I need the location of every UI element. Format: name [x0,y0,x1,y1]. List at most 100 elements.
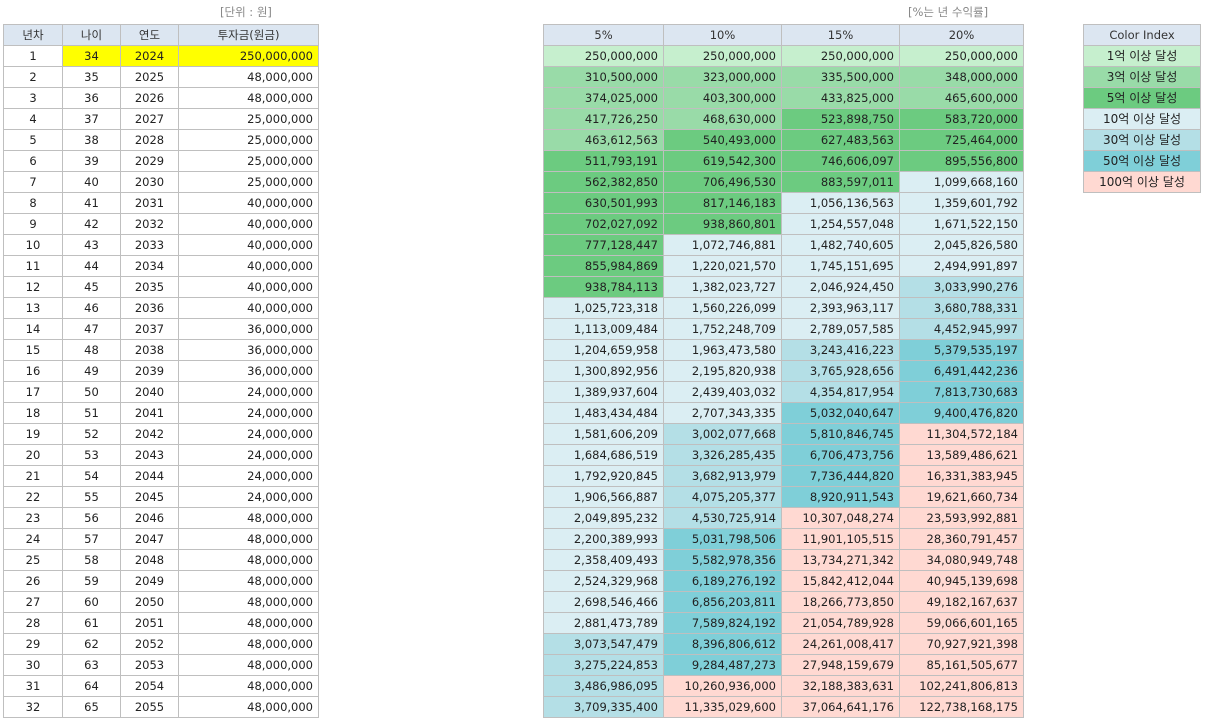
year-index-cell[interactable]: 32 [3,696,63,718]
principal-cell[interactable]: 48,000,000 [178,528,319,550]
year-cell[interactable]: 2033 [120,234,179,256]
principal-cell[interactable]: 48,000,000 [178,654,319,676]
value-5pct-cell[interactable]: 1,113,009,484 [543,318,664,340]
principal-cell[interactable]: 24,000,000 [178,423,319,445]
value-15pct-cell[interactable]: 1,482,740,605 [781,234,900,256]
principal-cell[interactable]: 25,000,000 [178,129,319,151]
age-cell[interactable]: 64 [62,675,121,697]
year-index-cell[interactable]: 27 [3,591,63,613]
year-index-cell[interactable]: 9 [3,213,63,235]
value-15pct-cell[interactable]: 1,056,136,563 [781,192,900,214]
age-cell[interactable]: 36 [62,87,121,109]
year-index-cell[interactable]: 21 [3,465,63,487]
header-rate-10[interactable]: 10% [663,24,782,46]
value-15pct-cell[interactable]: 37,064,641,176 [781,696,900,718]
value-15pct-cell[interactable]: 883,597,011 [781,171,900,193]
value-15pct-cell[interactable]: 8,920,911,543 [781,486,900,508]
value-20pct-cell[interactable]: 19,621,660,734 [899,486,1024,508]
value-10pct-cell[interactable]: 250,000,000 [663,45,782,67]
year-cell[interactable]: 2042 [120,423,179,445]
year-index-cell[interactable]: 19 [3,423,63,445]
year-cell[interactable]: 2031 [120,192,179,214]
value-20pct-cell[interactable]: 9,400,476,820 [899,402,1024,424]
year-index-cell[interactable]: 5 [3,129,63,151]
year-index-cell[interactable]: 6 [3,150,63,172]
year-cell[interactable]: 2049 [120,570,179,592]
year-index-cell[interactable]: 14 [3,318,63,340]
value-15pct-cell[interactable]: 2,789,057,585 [781,318,900,340]
year-cell[interactable]: 2054 [120,675,179,697]
legend-item[interactable]: 10억 이상 달성 [1083,108,1201,130]
principal-cell[interactable]: 25,000,000 [178,150,319,172]
year-cell[interactable]: 2037 [120,318,179,340]
legend-title[interactable]: Color Index [1083,24,1201,46]
value-10pct-cell[interactable]: 8,396,806,612 [663,633,782,655]
value-15pct-cell[interactable]: 15,842,412,044 [781,570,900,592]
year-cell[interactable]: 2029 [120,150,179,172]
value-5pct-cell[interactable]: 2,200,389,993 [543,528,664,550]
year-index-cell[interactable]: 29 [3,633,63,655]
value-10pct-cell[interactable]: 403,300,000 [663,87,782,109]
age-cell[interactable]: 37 [62,108,121,130]
principal-cell[interactable]: 48,000,000 [178,549,319,571]
age-cell[interactable]: 53 [62,444,121,466]
value-5pct-cell[interactable]: 463,612,563 [543,129,664,151]
value-20pct-cell[interactable]: 59,066,601,165 [899,612,1024,634]
value-10pct-cell[interactable]: 9,284,487,273 [663,654,782,676]
value-5pct-cell[interactable]: 2,881,473,789 [543,612,664,634]
value-5pct-cell[interactable]: 3,073,547,479 [543,633,664,655]
value-20pct-cell[interactable]: 49,182,167,637 [899,591,1024,613]
age-cell[interactable]: 56 [62,507,121,529]
value-10pct-cell[interactable]: 1,560,226,099 [663,297,782,319]
header-principal[interactable]: 투자금(원금) [178,24,319,46]
age-cell[interactable]: 54 [62,465,121,487]
value-20pct-cell[interactable]: 23,593,992,881 [899,507,1024,529]
value-20pct-cell[interactable]: 1,359,601,792 [899,192,1024,214]
age-cell[interactable]: 49 [62,360,121,382]
value-20pct-cell[interactable]: 1,671,522,150 [899,213,1024,235]
value-10pct-cell[interactable]: 2,439,403,032 [663,381,782,403]
principal-cell[interactable]: 48,000,000 [178,675,319,697]
year-cell[interactable]: 2044 [120,465,179,487]
year-index-cell[interactable]: 10 [3,234,63,256]
year-index-cell[interactable]: 13 [3,297,63,319]
value-20pct-cell[interactable]: 16,331,383,945 [899,465,1024,487]
principal-cell[interactable]: 24,000,000 [178,444,319,466]
header-year-index[interactable]: 년차 [3,24,63,46]
value-5pct-cell[interactable]: 1,389,937,604 [543,381,664,403]
year-cell[interactable]: 2051 [120,612,179,634]
year-cell[interactable]: 2043 [120,444,179,466]
principal-cell[interactable]: 24,000,000 [178,402,319,424]
principal-cell[interactable]: 40,000,000 [178,297,319,319]
value-15pct-cell[interactable]: 24,261,008,417 [781,633,900,655]
year-index-cell[interactable]: 2 [3,66,63,88]
value-10pct-cell[interactable]: 468,630,000 [663,108,782,130]
value-10pct-cell[interactable]: 6,856,203,811 [663,591,782,613]
principal-cell[interactable]: 40,000,000 [178,213,319,235]
age-cell[interactable]: 57 [62,528,121,550]
year-index-cell[interactable]: 31 [3,675,63,697]
year-cell[interactable]: 2046 [120,507,179,529]
age-cell[interactable]: 62 [62,633,121,655]
header-rate-15[interactable]: 15% [781,24,900,46]
year-index-cell[interactable]: 24 [3,528,63,550]
value-5pct-cell[interactable]: 2,524,329,968 [543,570,664,592]
value-15pct-cell[interactable]: 13,734,271,342 [781,549,900,571]
year-cell[interactable]: 2035 [120,276,179,298]
value-15pct-cell[interactable]: 11,901,105,515 [781,528,900,550]
year-index-cell[interactable]: 3 [3,87,63,109]
principal-cell[interactable]: 36,000,000 [178,360,319,382]
value-5pct-cell[interactable]: 3,709,335,400 [543,696,664,718]
value-5pct-cell[interactable]: 1,025,723,318 [543,297,664,319]
age-cell[interactable]: 35 [62,66,121,88]
value-10pct-cell[interactable]: 11,335,029,600 [663,696,782,718]
year-cell[interactable]: 2055 [120,696,179,718]
principal-cell[interactable]: 48,000,000 [178,696,319,718]
legend-item[interactable]: 3억 이상 달성 [1083,66,1201,88]
principal-cell[interactable]: 36,000,000 [178,318,319,340]
value-20pct-cell[interactable]: 250,000,000 [899,45,1024,67]
value-20pct-cell[interactable]: 40,945,139,698 [899,570,1024,592]
principal-cell[interactable]: 48,000,000 [178,633,319,655]
year-index-cell[interactable]: 22 [3,486,63,508]
year-cell[interactable]: 2030 [120,171,179,193]
